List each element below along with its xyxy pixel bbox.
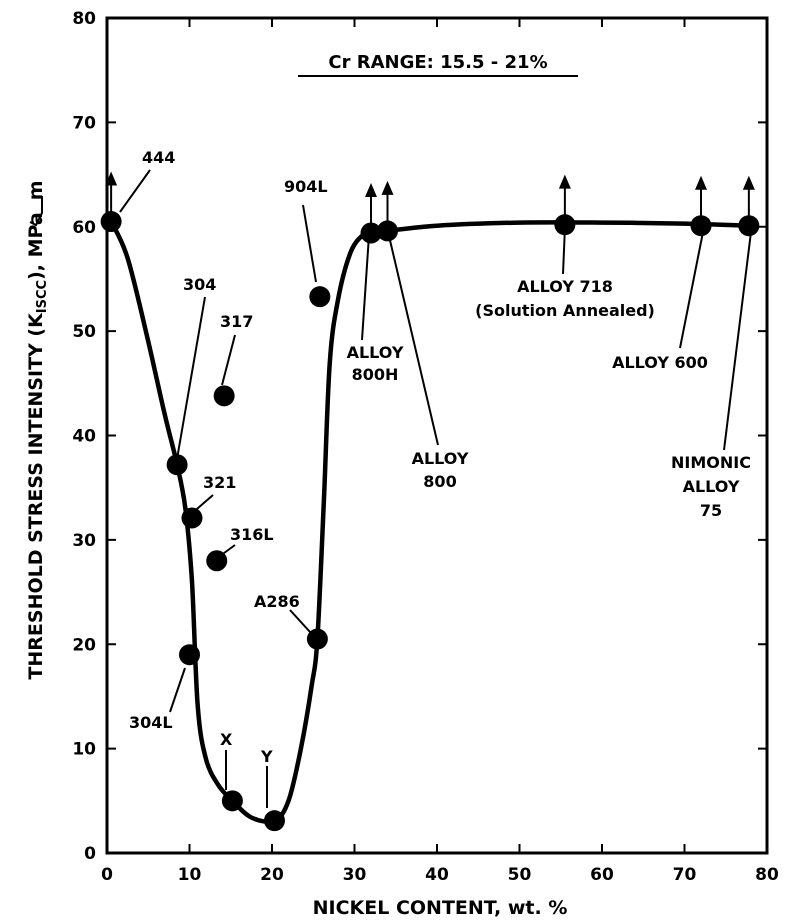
sqrt-symbol	[29, 196, 43, 227]
arrow-head	[365, 183, 377, 198]
label-904L: 904L	[284, 177, 328, 196]
data-point	[360, 222, 382, 244]
leader-A286	[289, 609, 311, 633]
label-718: ALLOY 718	[517, 277, 613, 296]
label-800H-alloy: ALLOY	[347, 343, 404, 362]
y-axis-title-main: THRESHOLD STRESS INTENSITY (K	[25, 312, 47, 680]
arrow-head	[742, 175, 755, 190]
label-317: 317	[220, 312, 253, 331]
data-point	[690, 215, 712, 237]
x-tick-label: 0	[101, 865, 113, 885]
label-75-number: 75	[700, 501, 722, 520]
data-point	[554, 214, 576, 236]
y-axis-title-sub: ISCC	[35, 280, 50, 313]
leader-800	[388, 235, 439, 446]
y-tick-label: 50	[72, 322, 96, 342]
y-tick-label: 30	[72, 531, 96, 551]
label-304: 304	[183, 275, 216, 294]
data-point	[179, 644, 200, 666]
label-444: 444	[142, 148, 175, 167]
plot-frame	[105, 16, 769, 855]
x-tick-label: 10	[178, 865, 202, 885]
x-tick-label: 70	[673, 865, 697, 885]
label-Y: Y	[260, 747, 273, 766]
arrow-head	[381, 180, 394, 195]
data-point	[306, 628, 328, 650]
leader-800H	[361, 234, 370, 341]
leader-lines	[119, 169, 752, 808]
svg-text:THRESHOLD STRESS INTENSITY (KI: THRESHOLD STRESS INTENSITY (KISCC), MPa m	[25, 180, 50, 679]
label-800-number: 800	[423, 472, 456, 491]
data-point	[206, 550, 228, 572]
y-tick-label: 60	[72, 218, 96, 238]
lower-bound-arrows	[105, 171, 755, 226]
leader-75	[723, 231, 752, 451]
y-tick-label: 0	[84, 844, 96, 864]
data-point	[263, 810, 285, 832]
data-point	[100, 211, 122, 233]
label-75-alloy: ALLOY	[683, 477, 740, 496]
leader-444	[119, 169, 151, 213]
data-point	[309, 286, 331, 308]
arrow-head	[695, 175, 707, 190]
arrow-head	[105, 171, 118, 186]
leader-304L	[169, 667, 186, 713]
x-tick-label: 50	[508, 865, 532, 885]
y-axis-title: THRESHOLD STRESS INTENSITY (KISCC), MPa m	[25, 180, 50, 679]
leader-600	[679, 231, 704, 349]
y-axis-title-root: m	[25, 180, 47, 200]
y-axis-title-unit: ), MPa	[25, 212, 47, 280]
data-point	[213, 385, 235, 407]
label-600: ALLOY 600	[612, 353, 708, 372]
data-point	[377, 220, 398, 242]
label-800-alloy: ALLOY	[412, 449, 469, 468]
x-tick-label: 30	[343, 865, 367, 885]
y-tick-label: 80	[72, 9, 96, 29]
label-718-sub: (Solution Annealed)	[475, 301, 655, 320]
point-labels: 444 304 317 321 316L 304L X Y A286 904L …	[129, 148, 751, 766]
label-321: 321	[203, 473, 236, 492]
data-point	[166, 454, 188, 476]
x-tick-label: 40	[425, 865, 449, 885]
label-75-nimonic: NIMONIC	[671, 453, 751, 472]
y-tick-label: 70	[72, 113, 96, 133]
y-tick-label: 10	[72, 740, 96, 760]
data-points	[100, 211, 760, 832]
data-point	[181, 507, 203, 529]
data-point	[221, 790, 243, 812]
axis-ticks	[106, 17, 768, 854]
y-tick-label: 40	[72, 427, 96, 447]
leader-304	[176, 296, 206, 460]
arrow-head	[558, 174, 571, 189]
label-X: X	[220, 730, 233, 749]
y-tick-label: 20	[72, 635, 96, 655]
x-tick-label: 20	[260, 865, 284, 885]
label-800H-number: 800H	[352, 365, 399, 384]
trend-curve	[108, 219, 752, 825]
label-316L: 316L	[230, 525, 274, 544]
label-A286: A286	[254, 592, 300, 611]
data-point	[738, 215, 760, 237]
label-304L: 304L	[129, 713, 173, 732]
leader-904L	[302, 204, 317, 283]
chart-title: Cr RANGE: 15.5 - 21%	[328, 52, 547, 73]
x-axis-title: NICKEL CONTENT, wt. %	[313, 897, 568, 919]
x-tick-label: 60	[590, 865, 614, 885]
x-tick-label: 80	[755, 865, 779, 885]
leader-317	[221, 334, 236, 386]
